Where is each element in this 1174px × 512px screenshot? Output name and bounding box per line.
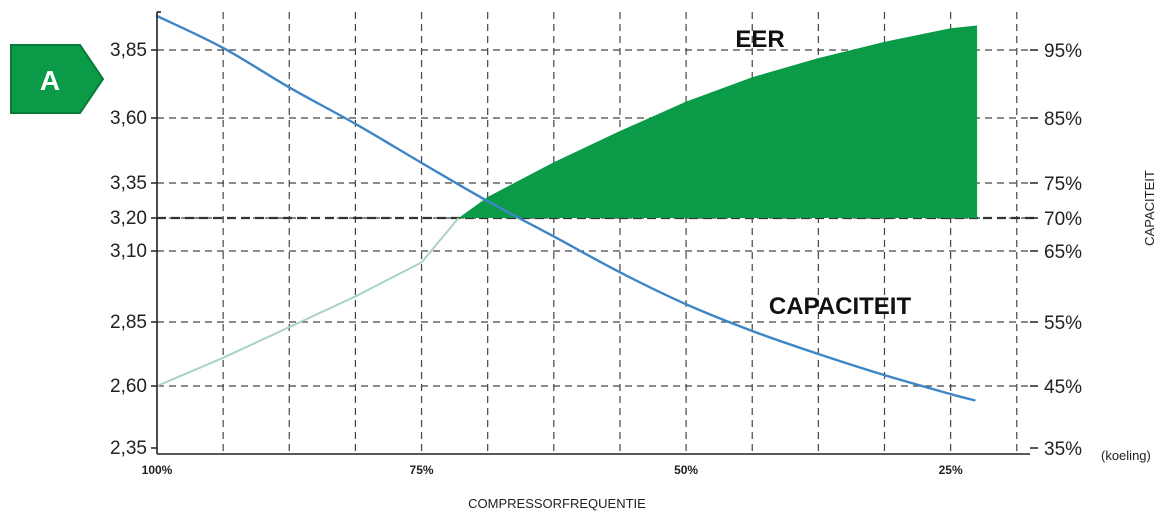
series-label-eer: EER (735, 26, 784, 53)
y-right-tick-label: 55% (1044, 313, 1082, 334)
capaciteit-line (155, 14, 976, 402)
frame-layer (156, 11, 1030, 455)
x-axis-title: COMPRESSORFREQUENTIE (468, 496, 646, 511)
energy-label-arrow-icon (10, 44, 105, 114)
eer-line-below-threshold (156, 217, 460, 387)
x-tick-label: 50% (674, 463, 698, 477)
y-right-tick-label: 85% (1044, 109, 1082, 130)
series-label-capaciteit: CAPACITEIT (769, 293, 912, 320)
y-left-tick-label: 3,20 (110, 208, 147, 229)
y-left-tick-label: 3,60 (110, 108, 147, 129)
y-right-tick-label: 95% (1044, 41, 1082, 62)
energy-label-badge: A (10, 44, 105, 114)
y-right-tick-label: 45% (1044, 377, 1082, 398)
y-left-tick-label: 2,85 (110, 312, 147, 333)
y-left-tick-label: 3,35 (110, 173, 147, 194)
tick-layer: 2,35 2,60 2,85 3,10 3,20 3,35 3,60 3,85 35% 45% 55… (110, 40, 1082, 477)
y-right-tick-label: 35% (1044, 439, 1082, 460)
y-right-tick-label: 70% (1044, 209, 1082, 230)
x-tick-label: 100% (142, 463, 173, 477)
x-tick-label: 75% (410, 463, 434, 477)
y-left-tick-label: 2,35 (110, 438, 147, 459)
x-tick-label: 25% (939, 463, 963, 477)
koeling-note: (koeling) (1101, 448, 1151, 463)
y-left-tick-label: 3,10 (110, 241, 147, 262)
y-left-tick-label: 3,85 (110, 40, 147, 61)
y-right-tick-label: 75% (1044, 174, 1082, 195)
y-right-tick-label: 65% (1044, 242, 1082, 263)
area-layer (458, 25, 978, 218)
y-right-axis-title: CAPACITEIT (1142, 170, 1157, 246)
energy-label-letter: A (40, 65, 60, 96)
line-layer (155, 14, 976, 402)
y-left-tick-label: 2,60 (110, 376, 147, 397)
eer-area (458, 25, 978, 218)
